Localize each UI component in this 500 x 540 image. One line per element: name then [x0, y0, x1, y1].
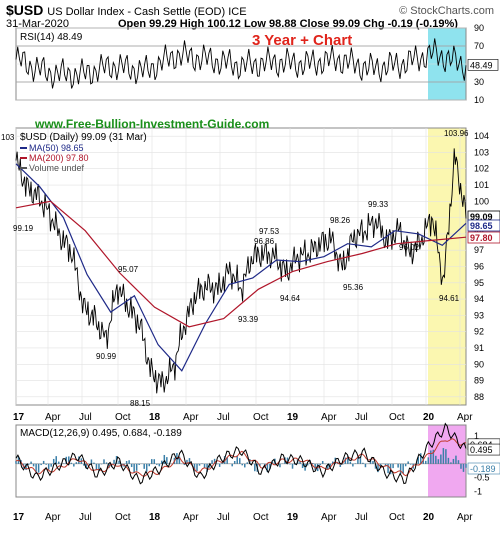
macd-last-value-box	[467, 462, 500, 475]
price-xtick-label: 18	[149, 412, 161, 423]
macd-last-value: -0.189	[470, 464, 496, 474]
price-last-value-box	[467, 231, 500, 244]
price-title: $USD (Daily) 99.09 (31 Mar)	[20, 132, 147, 143]
price-xtick-label: Oct	[115, 412, 131, 423]
macd-tick-label: -0.5	[474, 473, 490, 483]
macd-tick-label: -1	[474, 486, 482, 496]
price-tick-label: 103	[474, 147, 489, 157]
macd-line	[15, 422, 467, 485]
macd-xtick-label: 18	[149, 512, 161, 523]
price-tick-label: 101	[474, 180, 489, 190]
symbol-header: $USD US Dollar Index - Cash Settle (EOD)…	[6, 2, 247, 18]
price-annotation: 103.96	[444, 129, 469, 138]
price-tick-label: 96	[474, 262, 484, 272]
price-annotation: 94.61	[439, 294, 460, 303]
rsi-legend: RSI(14) 48.49	[20, 32, 83, 43]
macd-xtick-label: Jul	[217, 512, 230, 523]
price-annotation: 95.07	[118, 265, 139, 274]
price-xtick-label: 20	[423, 412, 435, 423]
price-xtick-label: Jul	[79, 412, 92, 423]
price-annotation: 96.86	[254, 237, 275, 246]
macd-tick-label: 1	[474, 431, 479, 441]
price-annotation: 90.99	[96, 352, 117, 361]
macd-xtick-label: 19	[287, 512, 299, 523]
rsi-tick-label: 10	[474, 95, 484, 105]
macd-xtick-label: Apr	[45, 512, 61, 523]
price-top-left-label: 103	[1, 133, 15, 142]
macd-last-value-box	[467, 443, 500, 456]
rsi-tick-label: 30	[474, 77, 484, 87]
macd-last-value: 0.495	[470, 445, 493, 455]
price-last-value: 99.09	[470, 212, 493, 222]
ma200-line	[15, 200, 467, 328]
rsi-line	[15, 38, 467, 89]
price-tick-label: 95	[474, 278, 484, 288]
price-annotation: 88.15	[130, 399, 151, 408]
price-tick-label: 100	[474, 196, 489, 206]
price-annotation: 94.64	[280, 294, 301, 303]
price-annotation: 95.36	[343, 283, 364, 292]
symbol: $USD	[6, 2, 44, 18]
price-legend-entry: MA(200) 97.80	[29, 153, 89, 163]
macd-xtick-label: Oct	[115, 512, 131, 523]
price-annotation: 98.26	[330, 216, 351, 225]
quote-line: Open 99.29 High 100.12 Low 98.88 Close 9…	[118, 18, 458, 30]
rsi-last-value-box	[467, 59, 499, 71]
ma50-line	[15, 163, 467, 372]
price-last-value: 97.80	[470, 233, 493, 243]
macd-xtick-label: 20	[423, 512, 435, 523]
price-xtick-label: Apr	[321, 412, 337, 423]
price-xtick-label: Apr	[457, 412, 473, 423]
price-tick-label: 104	[474, 131, 489, 141]
rsi-tick-label: 70	[474, 41, 484, 51]
price-xtick-label: 19	[287, 412, 299, 423]
rsi-tick-label: 90	[474, 23, 484, 33]
macd-highlight-band	[428, 425, 466, 497]
macd-xtick-label: Apr	[457, 512, 473, 523]
price-tick-label: 90	[474, 359, 484, 369]
price-xtick-label: Jul	[355, 412, 368, 423]
price-annotation: 99.19	[13, 224, 34, 233]
price-last-value-box	[467, 219, 500, 232]
price-tick-label: 89	[474, 376, 484, 386]
macd-xtick-label: Oct	[253, 512, 269, 523]
price-tick-label: 91	[474, 343, 484, 353]
price-tick-label: 88	[474, 392, 484, 402]
macd-legend: MACD(12,26,9) 0.495, 0.684, -0.189	[20, 428, 182, 439]
price-tick-label: 94	[474, 294, 484, 304]
price-xtick-label: Apr	[183, 412, 199, 423]
price-annotation: 93.39	[238, 315, 259, 324]
macd-xtick-label: Apr	[183, 512, 199, 523]
stockcharts-brand: © StockCharts.com	[399, 5, 494, 17]
price-tick-label: 97	[474, 245, 484, 255]
description: US Dollar Index - Cash Settle (EOD) ICE	[47, 6, 247, 18]
price-xtick-label: Oct	[389, 412, 405, 423]
price-line	[15, 148, 467, 394]
watermark: www.Free-Bullion-Investment-Guide.com	[34, 117, 269, 131]
macd-xtick-label: Jul	[79, 512, 92, 523]
macd-xtick-label: Apr	[321, 512, 337, 523]
price-last-value: 98.65	[470, 221, 493, 231]
price-tick-label: 92	[474, 327, 484, 337]
rsi-annotation: 3 Year + Chart	[252, 32, 352, 49]
price-legend-entry: Volume undef	[29, 163, 85, 173]
macd-xtick-label: 17	[13, 512, 25, 523]
price-tick-label: 102	[474, 164, 489, 174]
macd-xtick-label: Oct	[389, 512, 405, 523]
price-xtick-label: 17	[13, 412, 25, 423]
macd-xtick-label: Jul	[355, 512, 368, 523]
price-xtick-label: Jul	[217, 412, 230, 423]
price-xtick-label: Apr	[45, 412, 61, 423]
price-annotation: 97.53	[259, 227, 280, 236]
macd-signal-line	[15, 438, 467, 477]
rsi-last-value: 48.49	[470, 60, 493, 70]
price-tick-label: 93	[474, 310, 484, 320]
date-label: 31-Mar-2020	[6, 18, 69, 30]
price-xtick-label: Oct	[253, 412, 269, 423]
price-annotation: 96.02	[399, 243, 420, 252]
price-legend-entry: MA(50) 98.65	[29, 143, 84, 153]
price-annotation: 99.33	[368, 200, 389, 209]
